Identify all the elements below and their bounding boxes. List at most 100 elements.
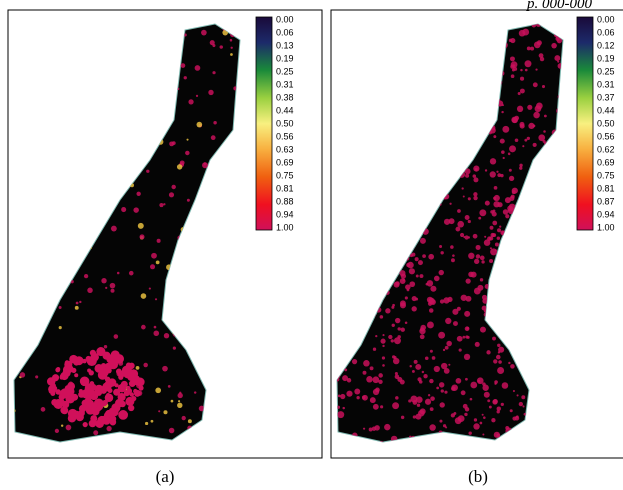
map-speckle (361, 312, 363, 314)
map-speckle (337, 93, 339, 95)
colorbar-label: 0.63 (276, 144, 294, 154)
map-speckle (337, 358, 343, 364)
map-speckle (163, 410, 167, 414)
map-speckle (535, 401, 537, 403)
map-speckle (76, 413, 84, 421)
map-speckle (27, 173, 31, 177)
map-speckle (102, 197, 107, 202)
map-speckle (402, 180, 405, 183)
map-speckle (214, 190, 217, 193)
map-speckle (533, 143, 537, 147)
map-speckle (41, 407, 46, 412)
map-speckle (114, 383, 118, 387)
map-speckle (428, 302, 432, 306)
map-speckle (523, 371, 525, 373)
map-speckle (215, 257, 218, 260)
map-speckle (149, 288, 151, 290)
map-speckle (375, 104, 380, 109)
figure: p. 000-000 0.000.060.130.190.250.310.380… (0, 0, 623, 490)
map-speckle (56, 152, 62, 158)
map-speckle (342, 320, 346, 324)
map-speckle (391, 143, 396, 148)
map-speckle (426, 207, 432, 213)
map-speckle (472, 28, 478, 34)
map-speckle (392, 402, 399, 409)
map-speckle (464, 143, 469, 148)
map-speckle (143, 90, 146, 93)
map-speckle (230, 39, 233, 42)
map-speckle (352, 359, 357, 364)
map-speckle (188, 419, 192, 423)
map-speckle (551, 166, 557, 172)
map-speckle (173, 347, 176, 350)
map-speckle (77, 192, 82, 197)
map-speckle (418, 22, 422, 26)
map-speckle (420, 238, 426, 244)
map-speckle (417, 60, 420, 63)
map-speckle (32, 65, 34, 67)
map-speckle (155, 387, 161, 393)
map-speckle (487, 236, 492, 241)
map-speckle (432, 59, 434, 61)
map-speckle (363, 360, 370, 367)
map-speckle (400, 380, 405, 385)
map-speckle (361, 71, 365, 75)
map-speckle (384, 191, 388, 195)
map-speckle (520, 283, 522, 285)
map-speckle (521, 352, 523, 354)
map-speckle (226, 386, 232, 392)
map-speckle (230, 301, 235, 306)
map-speckle (61, 174, 66, 179)
map-speckle (492, 337, 496, 341)
map-speckle (372, 427, 376, 431)
map-speckle (148, 36, 154, 42)
map-speckle (357, 70, 361, 74)
map-speckle (439, 245, 442, 248)
map-speckle (430, 407, 434, 411)
map-speckle (520, 89, 525, 94)
map-speckle (467, 41, 473, 47)
map-speckle (231, 47, 233, 49)
map-speckle (501, 150, 505, 154)
map-speckle (536, 367, 539, 370)
map-speckle (535, 306, 539, 310)
map-speckle (362, 396, 365, 399)
map-speckle (132, 375, 140, 383)
map-speckle (457, 221, 464, 228)
map-speckle (383, 170, 389, 176)
map-speckle (391, 306, 394, 309)
map-speckle (383, 259, 389, 265)
map-speckle (356, 295, 362, 301)
map-speckle (182, 416, 186, 420)
map-speckle (551, 278, 557, 284)
map-speckle (419, 27, 421, 29)
map-speckle (557, 119, 561, 123)
map-speckle (416, 37, 420, 41)
map-speckle (345, 312, 347, 314)
map-speckle (468, 236, 470, 238)
map-speckle (352, 68, 354, 70)
map-speckle (438, 24, 445, 31)
map-speckle (101, 278, 106, 283)
map-speckle (118, 410, 128, 420)
map-speckle (138, 223, 144, 229)
map-speckle (422, 228, 429, 235)
map-speckle (444, 219, 450, 225)
map-speckle (404, 167, 409, 172)
map-speckle (136, 192, 140, 196)
map-speckle (417, 108, 419, 110)
map-speckle (487, 98, 493, 104)
map-speckle (215, 257, 218, 260)
map-speckle (533, 112, 540, 119)
map-speckle (546, 326, 551, 331)
map-speckle (430, 156, 436, 162)
map-speckle (429, 424, 435, 430)
colorbar-label: 0.25 (597, 66, 615, 76)
map-speckle (346, 40, 349, 43)
map-speckle (553, 138, 555, 140)
map-speckle (407, 53, 411, 57)
map-speckle (398, 123, 402, 127)
map-speckle (131, 396, 136, 401)
map-speckle (446, 341, 452, 347)
map-speckle (109, 408, 114, 413)
